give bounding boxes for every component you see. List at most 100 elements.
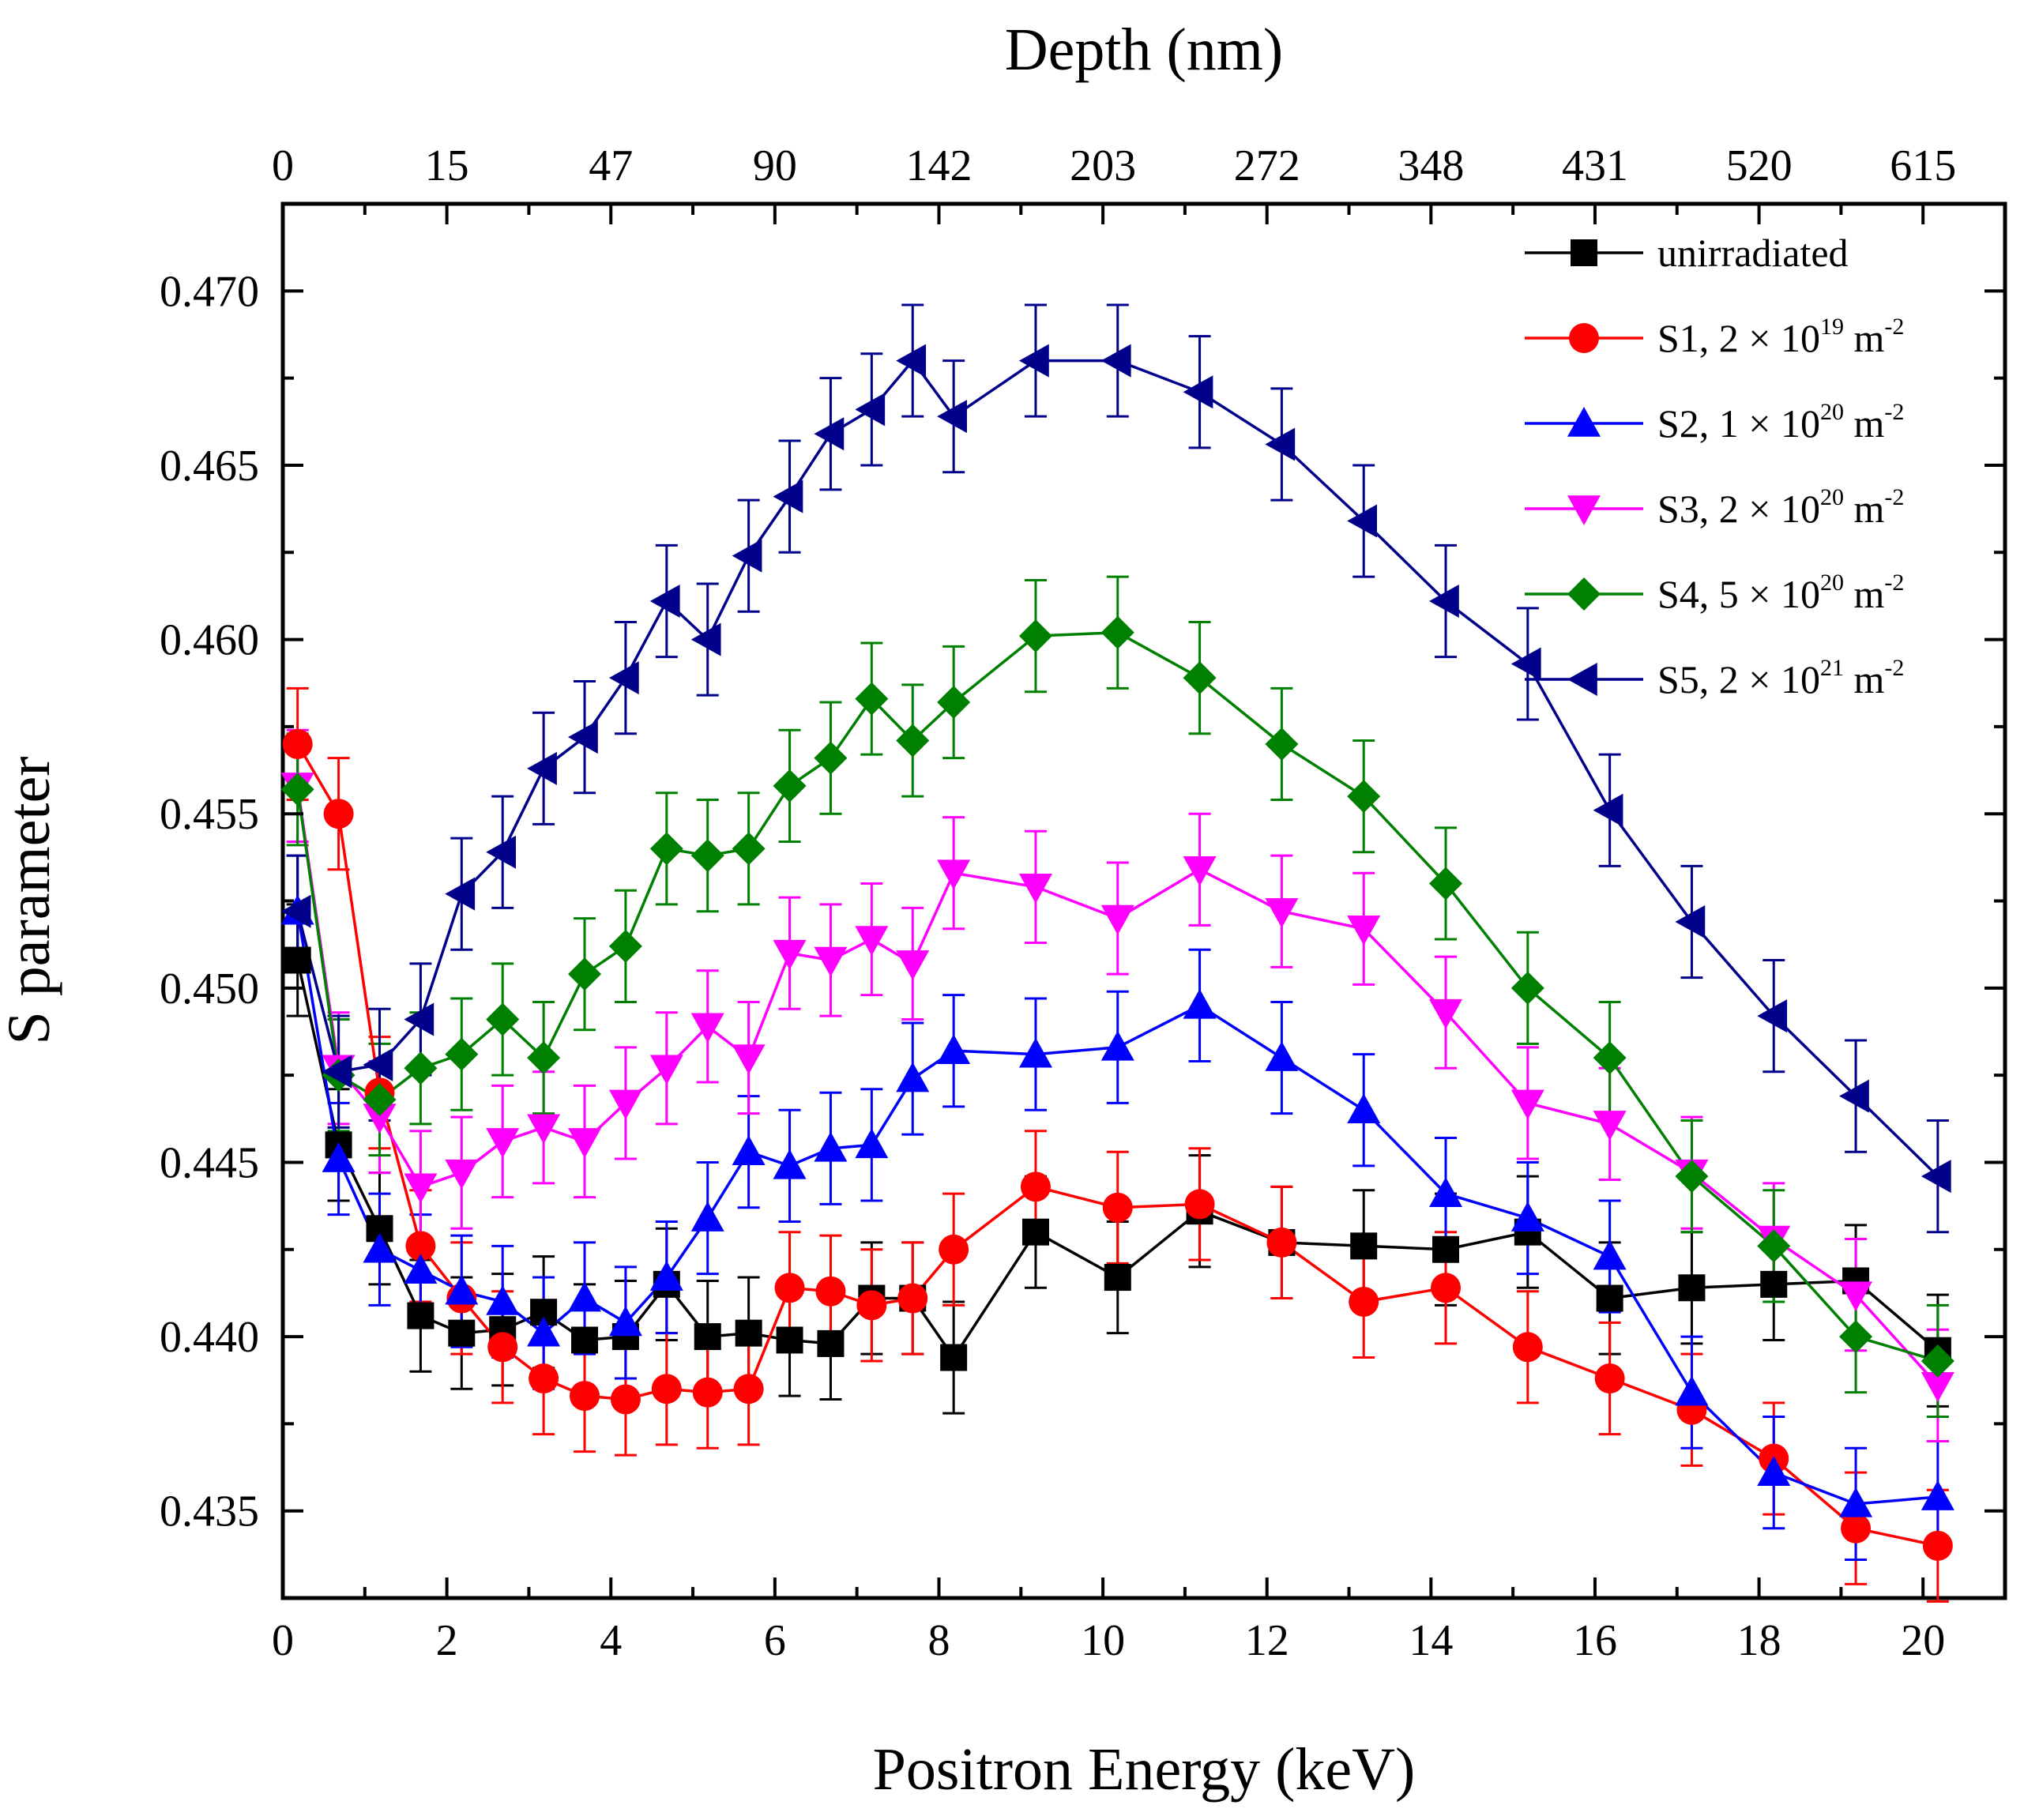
data-point: [732, 1135, 766, 1165]
data-point: [1839, 1320, 1873, 1354]
data-point: [690, 1013, 724, 1043]
data-point: [735, 1319, 762, 1347]
data-point: [1839, 1079, 1869, 1113]
legend-marker: [1567, 663, 1597, 696]
data-point: [814, 417, 845, 451]
data-point: [1596, 1284, 1623, 1312]
x-tick-label: 0: [272, 1616, 294, 1665]
data-point: [1760, 1270, 1788, 1298]
data-point: [1429, 998, 1463, 1029]
data-point: [1265, 897, 1299, 928]
data-point: [610, 1384, 641, 1415]
top-tick-label: 348: [1398, 141, 1464, 190]
x-tick-label: 8: [927, 1616, 950, 1665]
data-point: [1102, 1192, 1133, 1223]
data-point: [1429, 585, 1459, 619]
y-tick-label: 0.470: [160, 267, 259, 316]
data-point: [1020, 1171, 1051, 1202]
data-point: [814, 1131, 848, 1162]
legend-marker: [1569, 323, 1599, 353]
data-point: [1018, 344, 1049, 378]
data-point: [1757, 1456, 1791, 1486]
data-point: [1184, 1189, 1215, 1220]
data-point: [649, 832, 683, 866]
data-point: [284, 946, 311, 974]
data-point: [1839, 1487, 1873, 1517]
data-point: [690, 839, 724, 873]
data-point: [445, 877, 476, 911]
data-point: [896, 950, 930, 980]
data-point: [937, 859, 971, 890]
top-tick-label: 47: [589, 141, 633, 190]
data-point: [649, 1261, 683, 1291]
data-point: [404, 1173, 438, 1204]
data-point: [855, 926, 889, 957]
data-point: [1593, 1239, 1627, 1270]
data-point: [1100, 904, 1134, 935]
data-point: [404, 1254, 438, 1284]
data-point: [1429, 867, 1463, 901]
data-point: [282, 728, 313, 759]
data-point: [1183, 375, 1213, 409]
data-point: [486, 1002, 520, 1036]
data-point: [1510, 647, 1541, 681]
data-point: [570, 1381, 600, 1412]
y-tick-label: 0.455: [160, 790, 259, 839]
data-point: [529, 1363, 559, 1394]
data-point: [280, 894, 311, 928]
data-point: [732, 1044, 766, 1075]
data-point: [1100, 344, 1131, 378]
data-point: [1675, 1375, 1709, 1406]
top-tick-label: 615: [1890, 141, 1956, 190]
top-tick-label: 90: [753, 141, 797, 190]
top-tick-label: 0: [272, 141, 294, 190]
top-tick-label: 15: [425, 141, 469, 190]
data-point: [856, 1290, 887, 1321]
data-point: [649, 1055, 683, 1085]
data-point: [1018, 619, 1052, 653]
data-point: [897, 1283, 928, 1314]
data-point: [571, 1326, 599, 1354]
x-tick-label: 6: [764, 1616, 786, 1665]
data-point: [445, 1274, 479, 1305]
data-point: [1018, 1037, 1052, 1068]
data-point: [1757, 1229, 1791, 1263]
data-point: [896, 724, 930, 758]
data-point: [690, 1201, 724, 1232]
data-point: [405, 1231, 436, 1262]
data-point: [445, 1159, 479, 1190]
data-point: [527, 1316, 561, 1347]
legend-marker: [1567, 495, 1601, 525]
legend-label: unirradiated: [1657, 231, 1849, 275]
data-point: [486, 1128, 520, 1158]
data-point: [1921, 1480, 1954, 1510]
data-point: [1678, 1274, 1706, 1302]
data-point: [568, 1281, 602, 1312]
data-point: [1921, 1160, 1951, 1194]
data-point: [323, 799, 354, 829]
x-tick-label: 14: [1409, 1616, 1453, 1665]
data-point: [815, 1276, 846, 1307]
data-point: [940, 1344, 968, 1371]
data-point: [773, 769, 807, 803]
series-markers: [280, 344, 1954, 1561]
data-point: [1921, 1372, 1954, 1402]
data-point: [1841, 1513, 1872, 1544]
legend: unirradiated S1, 2 × 1019 m-2 S2, 1 × 1020…: [1525, 231, 1904, 701]
data-point: [568, 957, 602, 991]
y-tick-label: 0.450: [160, 965, 259, 1013]
data-point: [404, 1051, 438, 1085]
top-tick-label: 203: [1070, 141, 1136, 190]
data-point: [568, 1128, 602, 1158]
data-point: [527, 751, 557, 785]
data-point: [445, 1037, 479, 1071]
x-tick-label: 18: [1737, 1616, 1781, 1665]
data-point: [448, 1319, 476, 1347]
data-point: [937, 1034, 971, 1065]
data-point: [1512, 1332, 1543, 1363]
y-axis-title: S parameter: [0, 756, 62, 1044]
data-point: [773, 479, 803, 513]
data-point: [732, 539, 762, 573]
data-point: [1347, 504, 1378, 538]
